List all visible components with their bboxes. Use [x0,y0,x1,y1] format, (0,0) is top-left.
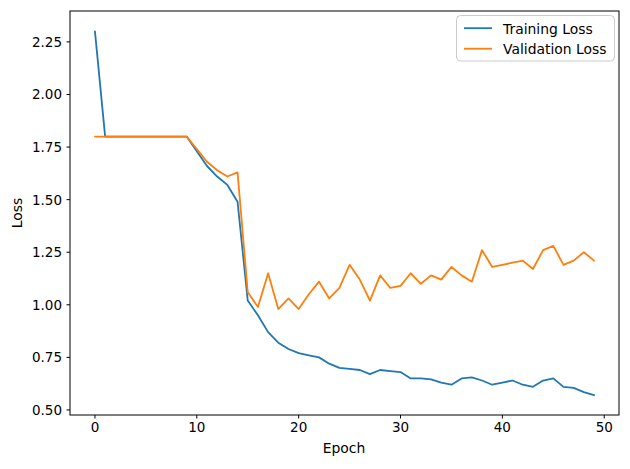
y-tick-label: 0.50 [32,402,62,418]
y-tick-label: 1.50 [32,192,62,208]
legend-training-loss-label: Training Loss [502,21,593,37]
y-tick-label: 0.75 [32,349,62,365]
y-tick-label: 1.00 [32,297,62,313]
legend-validation-loss-label: Validation Loss [503,41,606,57]
y-axis-label: Loss [9,198,25,228]
x-tick-label: 50 [596,419,613,435]
axes-frame [70,11,619,415]
legend: Training Loss Validation Loss [457,16,615,62]
y-tick-label: 1.25 [32,244,62,260]
x-tick-label: 20 [290,419,307,435]
x-axis-label: Epoch [323,440,366,456]
y-tick-label: 1.75 [32,139,62,155]
loss-chart: 0 10 20 30 40 50 0.50 0.75 1.00 1.25 1.50 1.75 2.00 2… [0,0,630,469]
validation-loss-line [95,137,594,309]
y-tick-label: 2.00 [32,86,62,102]
x-tick-label: 10 [188,419,205,435]
x-tick-label: 0 [91,419,100,435]
x-tick-label: 30 [392,419,409,435]
y-tick-label: 2.25 [32,34,62,50]
figure: 0 10 20 30 40 50 0.50 0.75 1.00 1.25 1.50 1.75 2.00 2… [0,0,630,469]
plot-area: 0 10 20 30 40 50 0.50 0.75 1.00 1.25 1.50 1.75 2.00 2… [32,11,619,435]
training-loss-line [95,31,594,395]
x-tick-label: 40 [494,419,511,435]
